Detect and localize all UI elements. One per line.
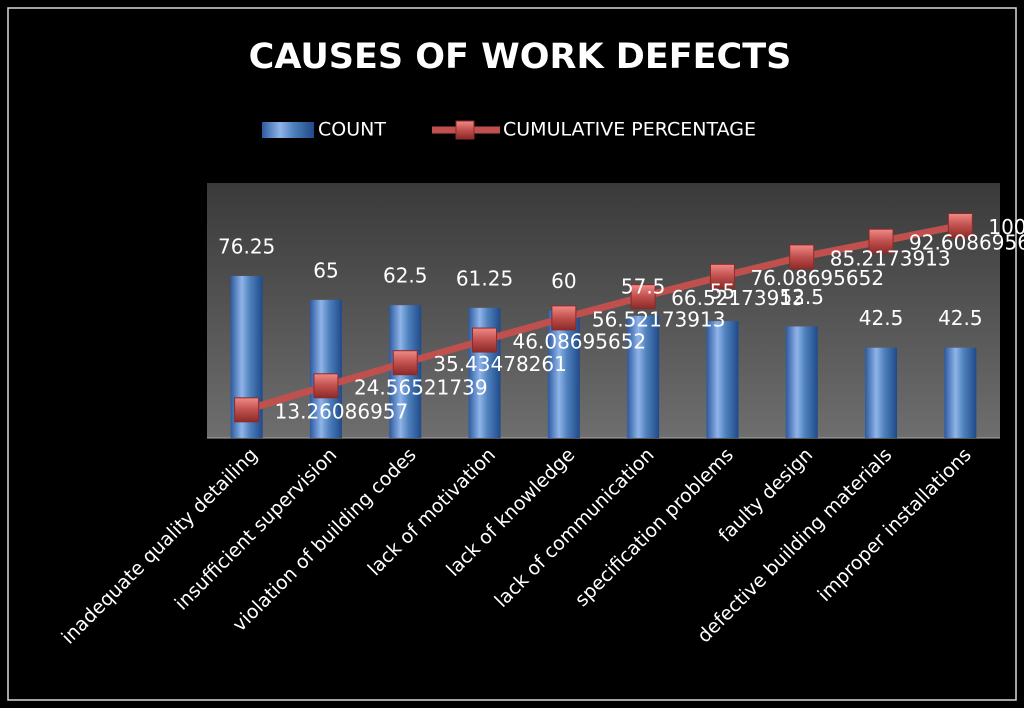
line-value-label: 100 bbox=[988, 215, 1024, 239]
line-value-label: 35.43478261 bbox=[433, 352, 567, 376]
legend-swatch-marker bbox=[455, 120, 475, 140]
line-value-label: 85.2173913 bbox=[830, 246, 951, 270]
bar bbox=[785, 326, 818, 438]
bar bbox=[627, 315, 660, 438]
bar-value-label: 42.5 bbox=[938, 306, 983, 330]
bar-value-label: 76.25 bbox=[218, 234, 275, 258]
line-marker bbox=[630, 284, 656, 310]
line-value-label: 76.08695652 bbox=[750, 266, 884, 290]
bar-value-label: 52.5 bbox=[779, 285, 824, 309]
bar-value-label: 42.5 bbox=[859, 306, 904, 330]
line-marker bbox=[709, 263, 735, 289]
line-value-label: 24.56521739 bbox=[354, 375, 488, 399]
bar-value-label: 60 bbox=[551, 269, 576, 293]
line-value-label: 56.52173913 bbox=[592, 307, 726, 331]
line-value-label: 92.60869565 bbox=[909, 231, 1024, 255]
chart-title: CAUSES OF WORK DEFECTS bbox=[249, 37, 792, 77]
bar-value-label: 65 bbox=[313, 258, 338, 282]
line-value-label: 13.26086957 bbox=[275, 399, 409, 423]
line-marker bbox=[472, 327, 498, 353]
line-marker bbox=[313, 373, 339, 399]
bar-value-label: 57.5 bbox=[621, 274, 666, 298]
bar-value-label: 62.5 bbox=[383, 264, 428, 288]
legend-swatch-bar bbox=[262, 122, 314, 138]
bar-value-label: 55 bbox=[710, 280, 735, 304]
line-value-label: 66.52173913 bbox=[671, 286, 805, 310]
line-marker bbox=[789, 244, 815, 270]
line-marker bbox=[868, 228, 894, 254]
bar bbox=[944, 347, 977, 438]
bar-value-label: 61.25 bbox=[456, 266, 513, 290]
legend-label: CUMULATIVE PERCENTAGE bbox=[503, 119, 756, 141]
line-marker bbox=[234, 397, 260, 423]
line-marker bbox=[551, 305, 577, 331]
line-value-label: 46.08695652 bbox=[513, 330, 647, 354]
line-marker bbox=[947, 213, 973, 238]
bar bbox=[706, 321, 739, 438]
cumulative-line bbox=[245, 222, 962, 414]
bar bbox=[547, 310, 580, 438]
legend-label: COUNT bbox=[318, 119, 386, 141]
bar bbox=[309, 299, 342, 438]
line-marker bbox=[392, 350, 418, 376]
bar bbox=[865, 347, 898, 438]
